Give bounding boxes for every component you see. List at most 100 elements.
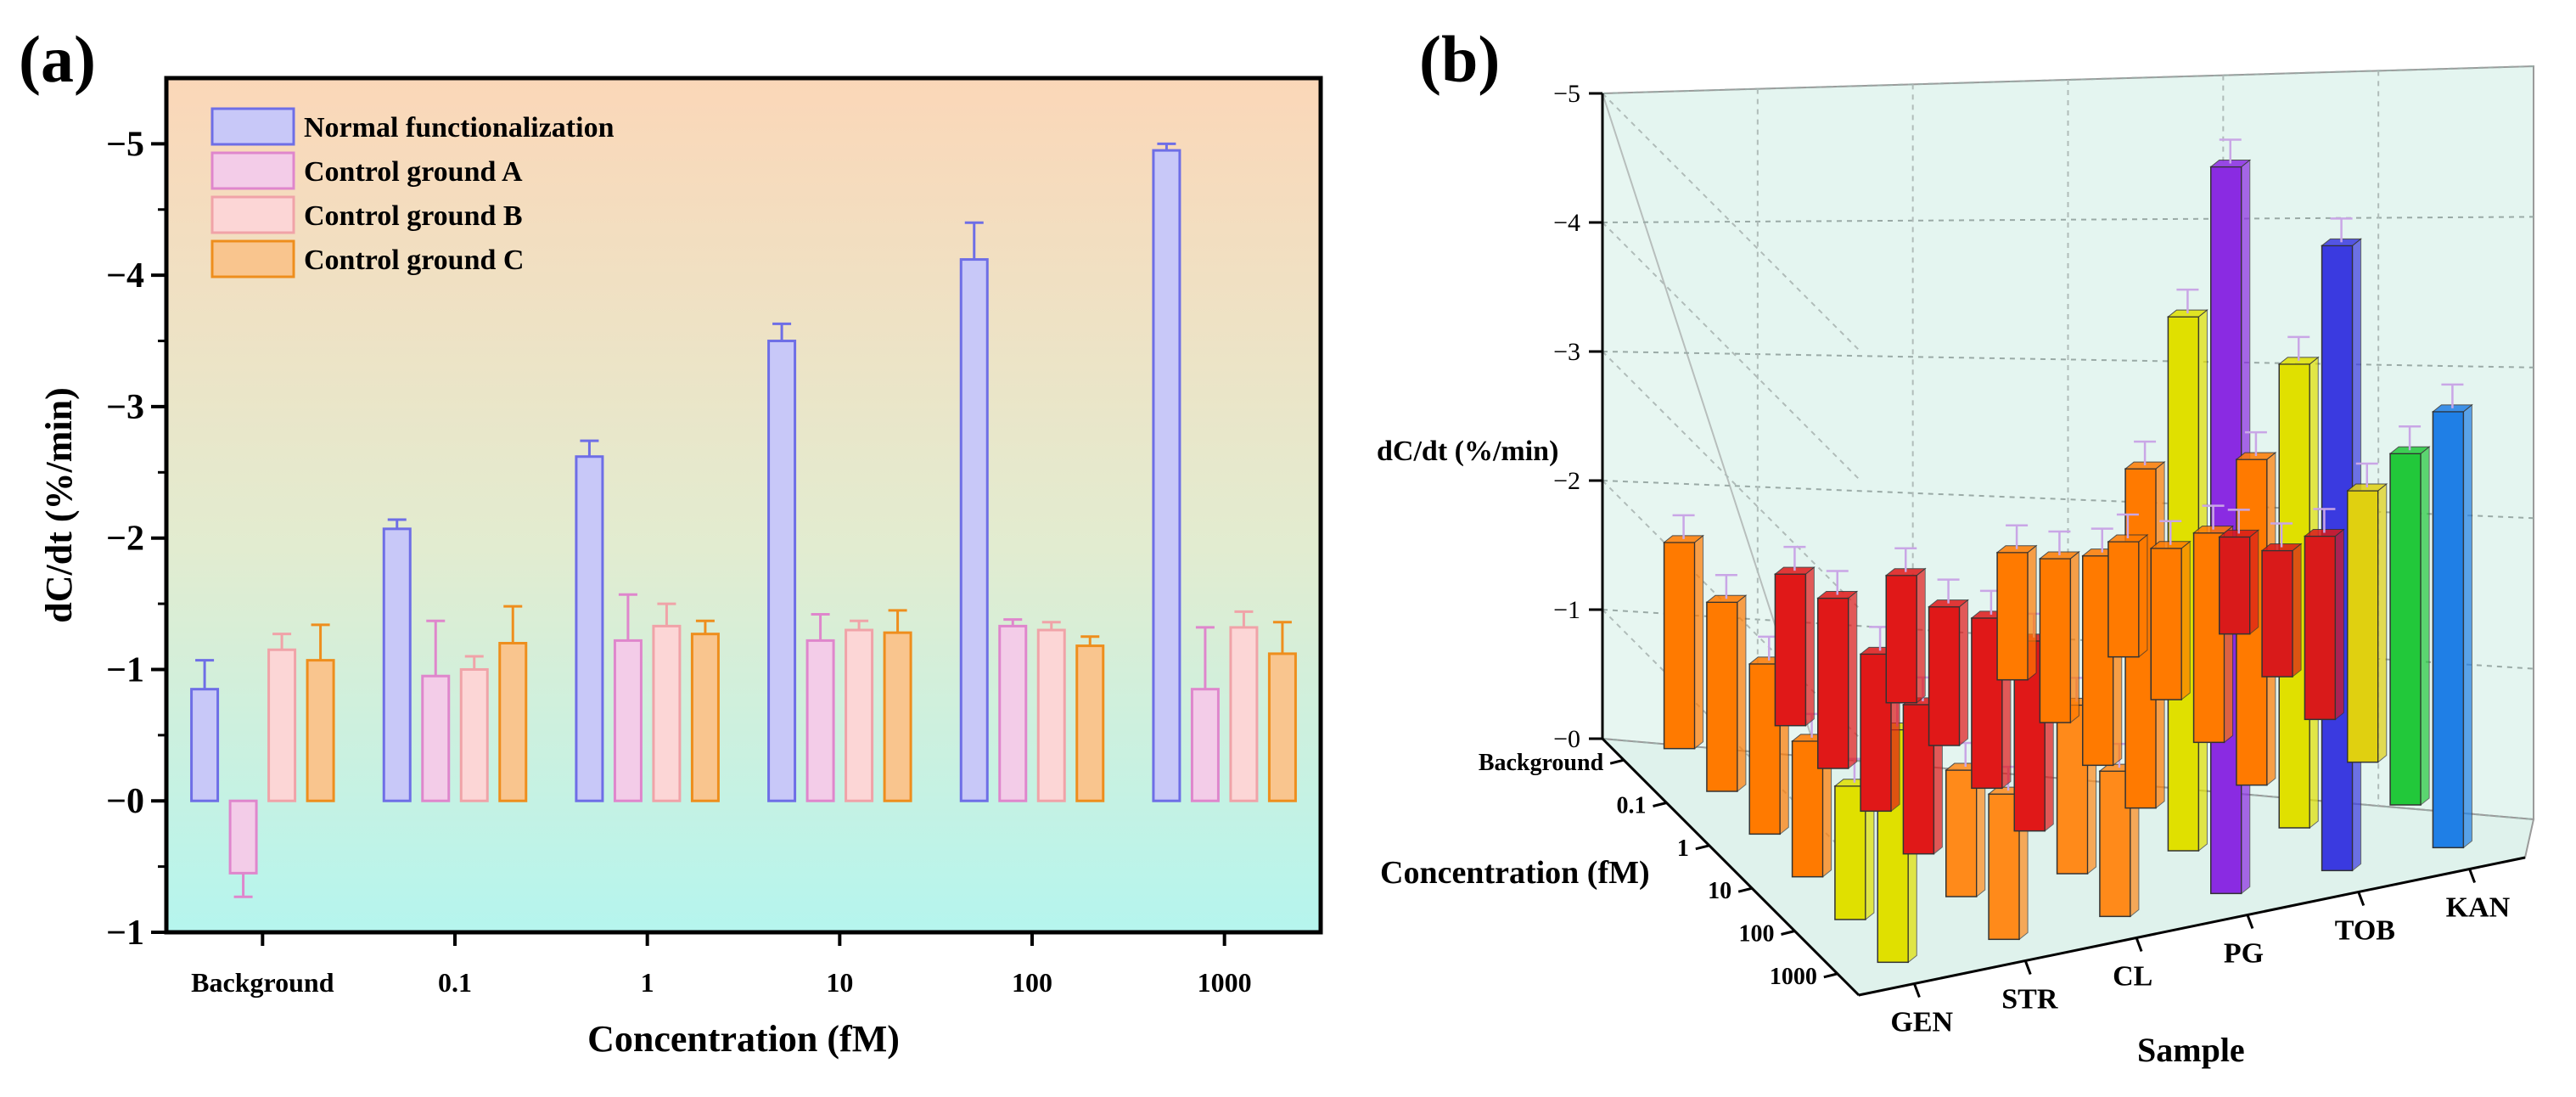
sample-tick-label: KAN — [2446, 892, 2511, 924]
bar-3d-side — [2180, 540, 2191, 701]
concentration-axis-line — [1601, 737, 1860, 997]
legend-swatch — [210, 195, 295, 234]
concentration-tick-mark — [1609, 758, 1625, 765]
z-tick-label: −4 — [1553, 209, 1580, 237]
bar-3d — [1774, 573, 1807, 727]
bar — [1152, 149, 1181, 802]
sample-tick-mark — [2246, 914, 2254, 930]
bar-3d-side — [1959, 599, 1969, 747]
concentration-tick-label: 10 — [1708, 878, 1731, 904]
z-tick-label: −3 — [1553, 338, 1580, 366]
y-tick-label: −5 — [106, 125, 144, 164]
bar-3d — [2347, 490, 2379, 763]
bar — [1267, 652, 1297, 802]
panel-a-legend: Normal functionalization Control ground A… — [210, 107, 615, 278]
y-tick-label: −1 — [106, 914, 144, 953]
sample-tick-mark — [2023, 959, 2032, 976]
bar — [306, 659, 335, 802]
panel-b-concentration-axis-title: Concentration (fM) — [1380, 855, 1650, 891]
bar-3d — [2039, 558, 2072, 723]
sample-axis-line — [1858, 856, 2526, 997]
bar-3d — [2304, 535, 2337, 721]
concentration-tick-mark — [1781, 930, 1795, 936]
bar — [498, 642, 528, 802]
bar-3d-side — [1694, 534, 1704, 750]
bar-3d — [2219, 536, 2251, 635]
panel-a-x-ticks: Background 0.1 1 10 100 1000 — [191, 932, 1252, 998]
bar-3d — [2432, 411, 2465, 849]
y-tick-label: −2 — [106, 520, 144, 559]
sample-tick-label: CL — [2113, 961, 2152, 993]
x-tick-label: 1000 — [1198, 967, 1252, 998]
bar — [959, 258, 989, 802]
sample-tick-label: STR — [2001, 984, 2058, 1015]
sample-tick-mark — [1913, 982, 1921, 999]
bar-3d — [1945, 769, 1978, 897]
bar — [190, 688, 220, 802]
concentration-tick-mark — [1695, 844, 1710, 851]
bar — [1190, 688, 1220, 802]
bar-3d — [1928, 605, 1961, 746]
legend-label: Control ground B — [304, 200, 523, 232]
bar — [767, 340, 797, 802]
panel-a-y-axis-title: dC/dt (%/min) — [38, 387, 80, 622]
sample-tick-mark — [2468, 868, 2476, 884]
bar — [382, 527, 412, 802]
concentration-tick-label: 1 — [1677, 835, 1689, 862]
bar-3d-side — [2069, 550, 2079, 724]
bar — [690, 633, 720, 802]
bar — [459, 667, 489, 802]
concentration-tick-label: 0.1 — [1617, 793, 1647, 819]
bar-3d-side — [1916, 567, 1926, 704]
concentration-tick-label: 1000 — [1770, 964, 1817, 990]
bar — [998, 624, 1028, 802]
panel-b-sample-ticks: GEN STR CL PG TOB KAN — [1890, 868, 2511, 1038]
panel-a-bar-chart: −5 −4 −3 −2 −1 −0 −1 Background 0.1 1 10 100 1000 N… — [38, 76, 1323, 1060]
sample-tick-mark — [2357, 891, 2366, 907]
legend-swatch — [210, 151, 295, 190]
panel-b-z-ticks: −0 −1 −2 −3 −4 −5 — [1553, 80, 1602, 753]
bar — [1229, 626, 1259, 802]
panel-b-bars — [1601, 93, 2526, 997]
bar-3d — [2261, 549, 2293, 678]
bar-3d — [1817, 597, 1849, 769]
bar-3d-side — [2027, 544, 2037, 681]
bar-3d — [2107, 541, 2140, 658]
bar — [421, 674, 451, 802]
bar-3d — [1706, 601, 1738, 792]
sample-tick-label: GEN — [1890, 1007, 1953, 1038]
z-tick-label: −1 — [1553, 596, 1580, 624]
bar — [613, 639, 643, 802]
bar — [805, 639, 835, 802]
concentration-tick-mark — [1737, 886, 1753, 893]
z-tick-label: −0 — [1553, 725, 1580, 753]
bar-3d — [2389, 453, 2422, 806]
bar-3d-side — [2462, 403, 2472, 849]
bar — [1036, 628, 1066, 802]
concentration-tick-mark — [1823, 972, 1838, 979]
bar-3d-side — [1804, 566, 1815, 727]
bar — [228, 799, 258, 875]
y-tick-label: −3 — [106, 388, 144, 427]
x-tick-label: Background — [191, 967, 334, 998]
x-tick-label: 0.1 — [438, 967, 472, 998]
bar-3d-side — [2420, 446, 2430, 807]
bar-3d-side — [1737, 594, 1747, 793]
x-tick-label: 10 — [826, 967, 853, 998]
bar-3d — [2150, 548, 2182, 700]
plot-a-background — [166, 78, 1321, 932]
panel-b-3d-bar-chart: −0 −1 −2 −3 −4 −5 GEN STR CL PG TOB KAN Background… — [1377, 65, 2535, 1069]
bar-3d — [1996, 551, 2029, 681]
bar — [267, 648, 297, 802]
bar — [883, 631, 912, 802]
panel-a-x-axis-title: Concentration (fM) — [587, 1018, 900, 1060]
sample-tick-mark — [2135, 937, 2143, 953]
panel-b-sample-axis-title: Sample — [2137, 1031, 2245, 1069]
bar — [652, 624, 682, 802]
legend-swatch — [210, 107, 295, 146]
panel-a-y-ticks: −5 −4 −3 −2 −1 −0 −1 — [106, 125, 166, 953]
z-tick-label: −2 — [1553, 467, 1580, 495]
panel-b-z-axis-title: dC/dt (%/min) — [1377, 436, 1558, 467]
bar-3d-side — [2138, 533, 2148, 658]
